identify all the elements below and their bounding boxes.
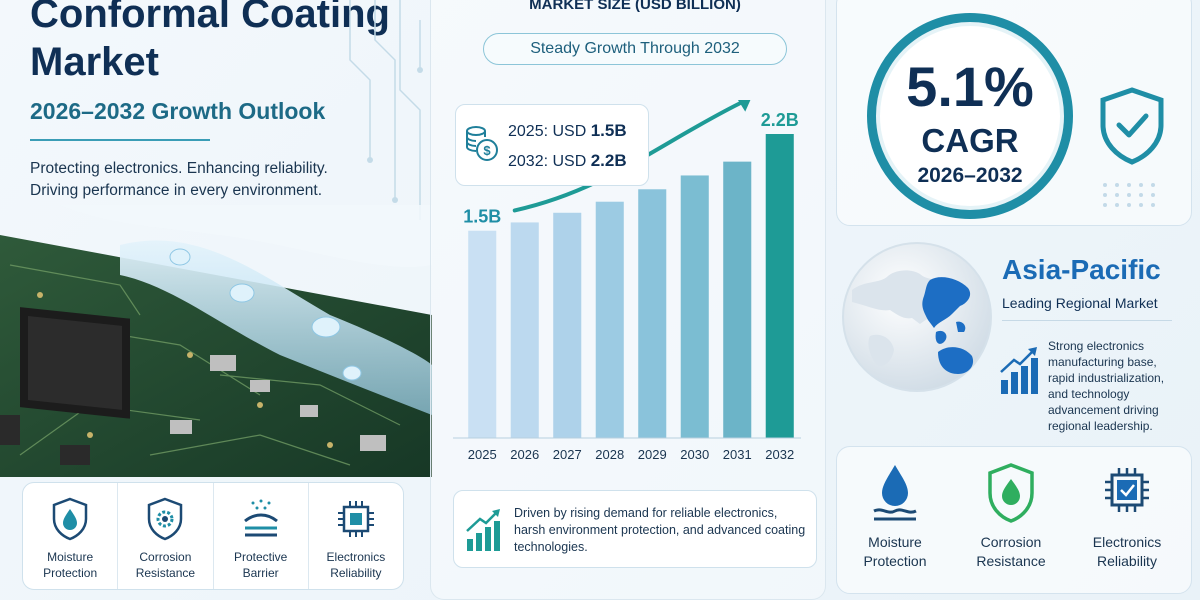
- market-size-panel: MARKET SIZE (USD BILLION) Steady Growth …: [430, 0, 826, 600]
- growth-driver-text: Driven by rising demand for reliable ele…: [514, 506, 806, 554]
- coins-dollar-icon: $: [466, 126, 498, 161]
- x-tick-label: 2028: [595, 447, 624, 462]
- summary-2032-label: 2032: USD: [508, 153, 587, 170]
- bar-2030: [680, 175, 709, 439]
- water-drop-shield-icon: [52, 497, 88, 541]
- summary-2032: 2032: USD 2.2B: [508, 151, 627, 171]
- feature-label: Protective Barrier: [233, 550, 288, 580]
- summary-2025-label: 2025: USD: [508, 123, 587, 140]
- region-panel: Asia-Pacific Leading Regional Market Str…: [836, 232, 1192, 442]
- right-feature-label: Electronics Reliability: [1092, 534, 1162, 569]
- feature-electronics-reliability: Electronics Reliability: [309, 483, 403, 589]
- region-subtitle: Leading Regional Market: [1002, 295, 1158, 311]
- cagr-period: 2026–2032: [917, 164, 1023, 187]
- growth-bar-arrow-icon: [1000, 347, 1038, 394]
- page-subtitle: 2026–2032 Growth Outlook: [30, 98, 326, 124]
- feature-label: Moisture Protection: [43, 550, 98, 580]
- pcb-illustration: [0, 205, 432, 477]
- page-title: Conformal Coating Market: [30, 0, 390, 84]
- bar-2027: [553, 212, 582, 438]
- region-divider: [1002, 320, 1172, 321]
- summary-2025-value: 1.5B: [590, 121, 627, 140]
- summary-box: $ 2025: USD 1.5B 2032: USD 2.2B: [455, 104, 649, 186]
- shield-check-icon: [1100, 87, 1164, 165]
- right-feature-label: Corrosion Resistance: [976, 534, 1046, 569]
- x-tick-label: 2032: [765, 447, 794, 462]
- chart-title: MARKET SIZE (USD BILLION): [529, 0, 741, 13]
- dot-grid-decoration: [1103, 183, 1155, 207]
- right-feature-moisture-protection: Moisture Protection: [843, 461, 947, 571]
- tagline: Protecting electronics. Enhancing reliab…: [30, 160, 328, 199]
- right-feature-electronics-reliability: Electronics Reliability: [1075, 461, 1179, 571]
- cagr-panel: 5.1% CAGR 2026–2032: [836, 0, 1192, 226]
- x-tick-label: 2030: [680, 447, 709, 462]
- market-size-bar-chart: 2025 2026 2027 2028 2029 2030 2031 2032 1.5B 2.2…: [453, 100, 801, 462]
- bar-2029: [638, 189, 667, 438]
- water-drop-icon: [873, 465, 917, 521]
- trend-arrow-head: [737, 100, 751, 112]
- growth-driver-box: Driven by rising demand for reliable ele…: [453, 490, 817, 568]
- cagr-value: 5.1%: [906, 55, 1034, 118]
- cagr-label: CAGR: [921, 122, 1019, 159]
- x-tick-label: 2025: [468, 447, 497, 462]
- check-chip-icon: [1105, 468, 1149, 512]
- circuit-lines-decoration: [349, 0, 423, 220]
- right-feature-panel: Moisture Protection Corrosion Resistance…: [836, 446, 1192, 594]
- globe-asia-pacific-icon: [842, 242, 992, 392]
- right-feature-label: Moisture Protection: [863, 534, 927, 569]
- data-label: 1.5B: [463, 207, 501, 227]
- left-column: Conformal Coating Market 2026–2032 Growt…: [0, 0, 432, 600]
- feature-label: Electronics Reliability: [326, 550, 386, 580]
- region-title: Asia-Pacific: [1002, 254, 1161, 285]
- feature-label: Corrosion Resistance: [135, 550, 196, 580]
- bar-2028: [595, 201, 624, 438]
- x-tick-label: 2026: [510, 447, 539, 462]
- bar-2026: [510, 222, 539, 438]
- x-tick-label: 2031: [723, 447, 752, 462]
- data-label: 2.2B: [761, 110, 799, 130]
- layered-barrier-icon: [243, 499, 278, 537]
- feature-moisture-protection: Moisture Protection: [23, 483, 119, 589]
- bar-2031: [723, 161, 752, 439]
- summary-2025: 2025: USD 1.5B: [508, 121, 627, 141]
- svg-text:$: $: [483, 143, 491, 158]
- region-description: Strong electronics manufacturing base, r…: [1048, 339, 1165, 433]
- growth-pill: Steady Growth Through 2032: [483, 33, 787, 65]
- feature-corrosion-resistance: Corrosion Resistance: [118, 483, 214, 589]
- left-feature-panel: Moisture Protection Corrosion Resistance…: [22, 482, 404, 590]
- summary-2032-value: 2.2B: [590, 151, 627, 170]
- x-tick-label: 2029: [638, 447, 667, 462]
- cagr-ring: 5.1% CAGR 2026–2032: [867, 13, 1073, 219]
- feature-protective-barrier: Protective Barrier: [214, 483, 309, 589]
- growth-bar-arrow-icon: [466, 509, 500, 551]
- bar-2032: [765, 134, 794, 438]
- leaf-shield-icon: [988, 463, 1034, 523]
- bar-2025: [468, 230, 497, 438]
- title-divider: [30, 139, 210, 141]
- x-tick-label: 2027: [553, 447, 582, 462]
- microchip-icon: [337, 501, 374, 537]
- right-feature-corrosion-resistance: Corrosion Resistance: [959, 461, 1063, 571]
- gear-shield-icon: [148, 497, 183, 541]
